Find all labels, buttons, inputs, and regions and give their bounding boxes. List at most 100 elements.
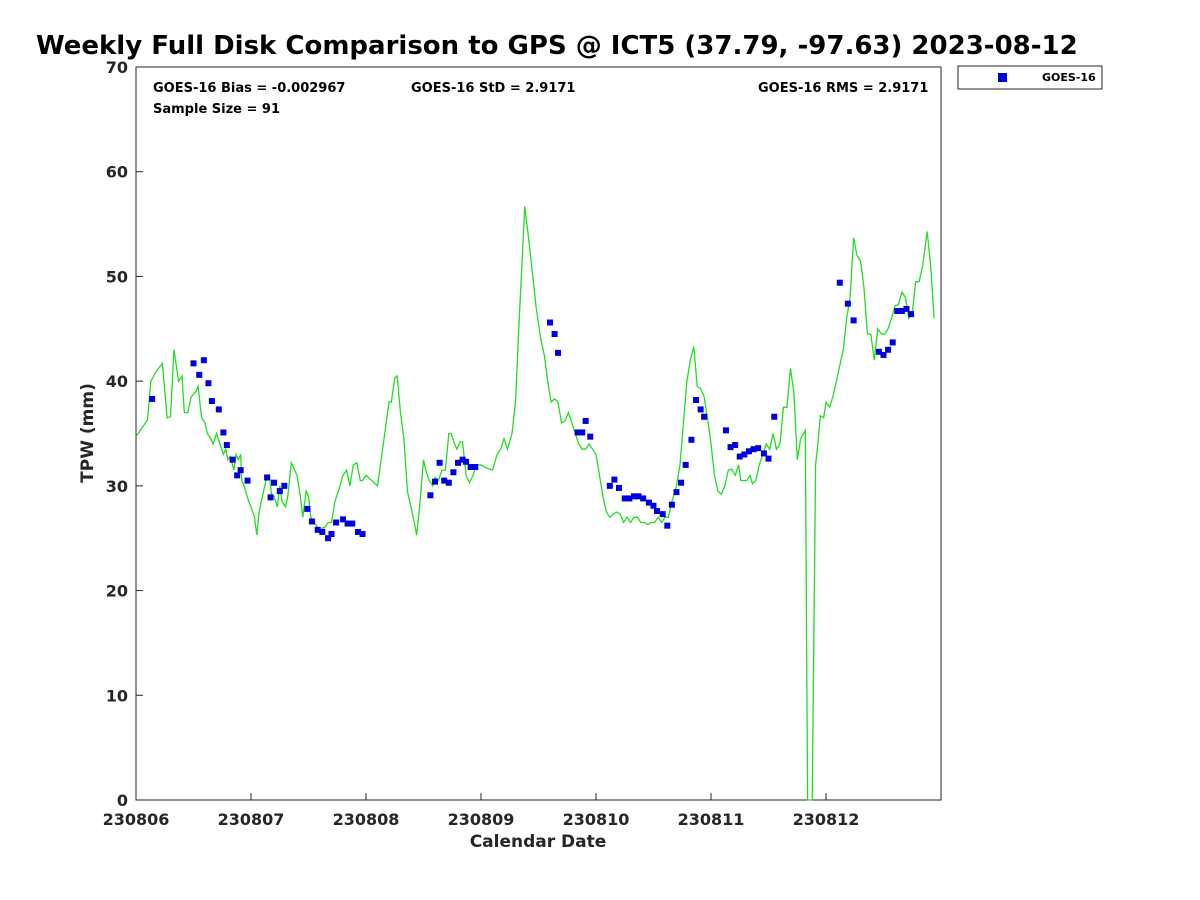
goes-point xyxy=(889,339,896,346)
goes-point xyxy=(606,482,613,489)
goes-point xyxy=(432,478,438,485)
goes-point xyxy=(220,429,227,436)
goes-point xyxy=(885,346,892,353)
goes-point xyxy=(659,511,666,518)
goes-point xyxy=(745,448,752,455)
goes-point xyxy=(697,406,704,413)
goes-point xyxy=(611,476,618,483)
goes-point xyxy=(688,436,695,443)
goes-point xyxy=(229,456,236,463)
goes-point xyxy=(555,349,562,356)
sample-size-stat: Sample Size = 91 xyxy=(153,102,280,117)
x-tick-label: 230812 xyxy=(793,810,860,829)
goes-point xyxy=(190,360,197,367)
y-axis-label: TPW (mm) xyxy=(78,383,98,483)
goes-point xyxy=(836,279,843,286)
goes-point xyxy=(200,357,207,364)
goes-point xyxy=(267,494,274,501)
x-tick-label: 230808 xyxy=(333,810,400,829)
goes-point xyxy=(205,380,212,387)
goes-point xyxy=(314,526,321,533)
x-axis-ticks: 230806 230807 230808 230809 230810 230811 2308… xyxy=(103,793,860,829)
goes-point xyxy=(693,396,700,403)
y-tick-label: 40 xyxy=(106,372,128,391)
goes-point xyxy=(668,501,675,508)
goes-point xyxy=(264,474,271,481)
goes-point xyxy=(880,351,887,358)
x-tick-label: 230810 xyxy=(563,810,630,829)
goes-point xyxy=(760,450,767,457)
goes-16-series xyxy=(149,279,915,542)
goes-point xyxy=(765,455,772,462)
goes-point xyxy=(722,427,729,434)
goes-point xyxy=(653,507,660,514)
legend: GOES-16 xyxy=(957,65,1103,90)
legend-marker xyxy=(998,73,1007,82)
rms-stat: GOES-16 RMS = 2.9171 xyxy=(758,81,928,96)
goes-point xyxy=(551,331,558,338)
x-tick-label: 230809 xyxy=(448,810,515,829)
goes-point xyxy=(898,307,905,314)
chart-title: Weekly Full Disk Comparison to GPS @ ICT… xyxy=(36,31,1078,61)
goes-point xyxy=(354,528,361,535)
goes-point xyxy=(308,518,315,525)
x-tick-label: 230807 xyxy=(218,810,285,829)
goes-point xyxy=(340,516,346,523)
goes-point xyxy=(319,528,326,535)
goes-point xyxy=(463,458,470,465)
goes-point xyxy=(455,459,461,466)
plot-area-frame xyxy=(135,66,942,801)
legend-box xyxy=(957,65,1103,90)
goes-point xyxy=(678,479,685,486)
goes-point xyxy=(328,531,335,538)
gps-line xyxy=(135,206,935,801)
goes-point xyxy=(755,445,762,452)
gps-series xyxy=(135,206,935,801)
goes-point xyxy=(208,398,215,405)
goes-point xyxy=(587,433,594,440)
goes-point xyxy=(436,459,443,466)
legend-label: GOES-16 xyxy=(1042,71,1096,84)
goes-point xyxy=(215,406,222,413)
goes-point xyxy=(244,477,251,484)
goes-point xyxy=(237,467,244,474)
goes-point xyxy=(349,520,356,527)
goes-point xyxy=(701,413,708,420)
goes-point xyxy=(333,519,340,526)
goes-point xyxy=(281,482,288,489)
x-tick-label: 230806 xyxy=(103,810,170,829)
goes-point xyxy=(850,317,857,324)
goes-point xyxy=(771,413,778,420)
bias-stat: GOES-16 Bias = -0.002967 xyxy=(153,81,345,96)
y-axis-ticks: 0 10 20 30 40 50 60 70 xyxy=(106,58,143,810)
goes-point xyxy=(276,488,283,495)
goes-point xyxy=(304,505,311,512)
goes-point xyxy=(732,442,739,449)
y-tick-label: 0 xyxy=(117,791,128,810)
goes-point xyxy=(616,484,622,491)
goes-point xyxy=(664,522,671,529)
std-stat: GOES-16 StD = 2.9171 xyxy=(411,81,575,96)
goes-point xyxy=(635,493,642,500)
y-tick-label: 30 xyxy=(106,477,128,496)
goes-point xyxy=(682,461,689,468)
y-tick-label: 70 xyxy=(106,58,128,77)
axes xyxy=(135,66,942,801)
goes-point xyxy=(630,493,637,500)
goes-point xyxy=(149,395,156,402)
goes-point xyxy=(727,444,734,451)
goes-point xyxy=(427,492,434,499)
x-axis-label: Calendar Date xyxy=(470,832,607,852)
y-tick-label: 10 xyxy=(106,686,128,705)
goes-point xyxy=(459,456,466,463)
goes-point xyxy=(547,319,553,326)
y-tick-label: 60 xyxy=(106,163,128,182)
goes-point xyxy=(875,348,882,355)
goes-point xyxy=(234,472,241,479)
goes-point xyxy=(359,531,366,538)
goes-point xyxy=(640,495,647,502)
goes-point xyxy=(626,495,633,502)
goes-point xyxy=(903,305,910,312)
goes-point xyxy=(472,464,479,471)
